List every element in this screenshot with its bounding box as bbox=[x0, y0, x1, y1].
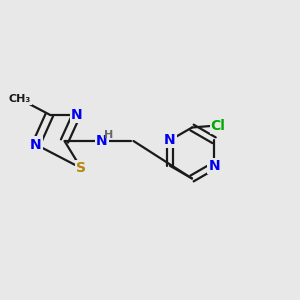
Text: N: N bbox=[208, 159, 220, 173]
Text: N: N bbox=[71, 108, 82, 122]
Text: CH₃: CH₃ bbox=[9, 94, 31, 104]
Text: N: N bbox=[96, 134, 108, 148]
Text: H: H bbox=[104, 130, 113, 140]
Text: S: S bbox=[76, 161, 86, 175]
Text: N: N bbox=[30, 138, 42, 152]
Text: N: N bbox=[164, 133, 176, 147]
Text: Cl: Cl bbox=[211, 119, 226, 133]
